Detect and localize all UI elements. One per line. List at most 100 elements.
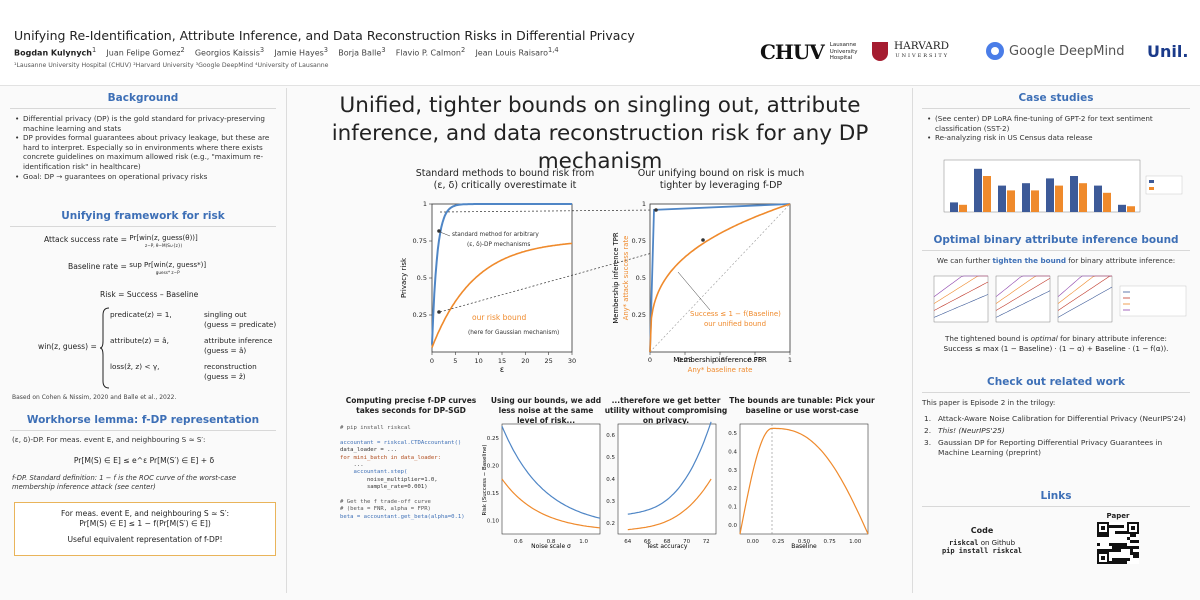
background-list: Differential privacy (DP) is the gold st…: [14, 114, 276, 181]
main-headline: Unified, tighter bounds on singling out,…: [331, 93, 869, 174]
gaussian-roc-curve: [649, 203, 791, 353]
binary-equation: Success ≤ max (1 − Baseline) · (1 − α) +…: [943, 344, 1169, 353]
code-line: # pip install riskcal: [340, 425, 411, 431]
plot3-xlabel: Noise scale σ: [531, 543, 571, 550]
bar: [1079, 183, 1087, 212]
point-marker: [437, 229, 441, 233]
divider: [922, 506, 1190, 507]
caption-utility: ...therefore we get better utility witho…: [604, 396, 728, 425]
list-item: Goal: DP → guarantees on operational pri…: [14, 172, 276, 182]
mini-plot-frame: [933, 275, 989, 323]
tick-label: 0.6: [514, 539, 523, 545]
tick-label: 0.75: [632, 237, 646, 245]
lemma-callout: For meas. event E, and neighbouring S ≃ …: [14, 502, 276, 556]
chuv-logo: CHUV Lausanne University Hospital: [760, 40, 858, 64]
series-line: [933, 281, 989, 311]
tick-label: 1: [423, 200, 427, 208]
qr-code-icon[interactable]: [1097, 522, 1139, 564]
affiliations: ¹Lausanne University Hospital (CHUV) ²Ha…: [14, 62, 329, 69]
author: Juan Felipe Gomez: [106, 48, 181, 58]
series-line: [739, 427, 869, 535]
tick-label: 0.75: [748, 356, 762, 364]
approx-dp-definition: (ε, δ)-DP. For meas. event E, and neighb…: [12, 435, 206, 444]
utility-plot: 64 66 68 70 72 0.2 0.3 0.4 0.5 0.6 Test accuracy: [606, 421, 717, 550]
series-line: [627, 421, 712, 515]
tick-label: 0.5: [636, 274, 646, 282]
code-snippet: # pip install riskcal accountant = riskc…: [340, 425, 465, 521]
list-item: Differential privacy (DP) is the gold st…: [14, 114, 276, 133]
plot3-ylabel: Risk (Success − Baseline): [482, 444, 488, 515]
series-line: [995, 278, 1051, 311]
citation: Based on Cohen & Nissim, 2020 and Balle …: [12, 394, 177, 401]
paper-link[interactable]: Paper: [1090, 512, 1146, 568]
poster-title: Unifying Re-Identification, Attribute In…: [14, 28, 635, 43]
bar: [974, 168, 982, 212]
tick-label: 0.4: [606, 477, 615, 483]
tick-label: 0.25: [678, 356, 692, 364]
plot1-annotation: standard method for arbitrary: [452, 232, 539, 238]
bar: [1046, 178, 1054, 212]
related-item[interactable]: 2. This! (NeurIPS'25): [924, 426, 1005, 435]
tick-label: 5: [453, 357, 457, 365]
code-link[interactable]: Code riskcal on Github pip install riskc…: [941, 526, 1023, 555]
case-row: loss(ẑ, z) < γ, reconstruction: [110, 362, 257, 371]
diagonal-line: [649, 203, 791, 353]
column-divider: [286, 88, 287, 593]
case-row: attribute(z) = â, attribute inference: [110, 336, 273, 345]
tick-label: 0.2: [606, 521, 615, 527]
binary-text: The tightened bound is optimal for binar…: [945, 334, 1167, 343]
tick-label: 0.5: [417, 274, 427, 282]
win-cases: predicate(z) = 1, singling out (guess = p…: [110, 310, 280, 382]
code-line: sample_rate=0.001): [340, 484, 428, 491]
related-item[interactable]: 1. Attack-Aware Noise Calibration for Dif…: [924, 414, 1186, 423]
author: Georgios Kaissis: [194, 48, 260, 58]
code-line: [340, 492, 465, 499]
tick-label: 0.1: [728, 505, 737, 511]
tick-label: 1: [642, 200, 646, 208]
divider: [922, 108, 1190, 109]
related-list: 1. Attack-Aware Noise Calibration for Dif…: [924, 414, 1186, 460]
connector-lines: [439, 209, 670, 313]
tick-label: 0.3: [606, 499, 615, 505]
related-intro: This paper is Episode 2 in the trilogy:: [922, 398, 1056, 407]
dp-roc-curve: [649, 203, 791, 353]
list-item: DP provides formal guarantees about priv…: [14, 133, 276, 171]
code-line: for mini_batch in data_loader:: [340, 454, 442, 461]
tick-label: 30: [568, 357, 576, 365]
tick-label: 25: [545, 357, 553, 365]
plot4-xlabel: Test accuracy: [646, 543, 688, 550]
standard-bound-curve: [431, 203, 572, 345]
code-line: accountant.step(: [340, 469, 408, 476]
caption-code: Computing precise f-DP curves takes seco…: [345, 396, 477, 415]
tick-label: 68: [664, 539, 671, 545]
related-item[interactable]: 3. Gaussian DP for Reporting Differential…: [924, 438, 1163, 457]
bar: [998, 185, 1006, 212]
bar: [959, 204, 967, 212]
caption-noise: Using our bounds, we add less noise at t…: [490, 396, 602, 425]
case-studies-heading: Case studies: [1018, 92, 1094, 104]
point-marker: [654, 208, 658, 212]
tick-label: 1: [788, 356, 792, 364]
tick-label: 66: [644, 539, 651, 545]
mini-plot-frame: [1057, 275, 1113, 323]
unified-bound-eq: Success ≤ 1 − f(Baseline): [690, 310, 781, 318]
bar: [983, 176, 991, 212]
bar: [1070, 176, 1078, 212]
legend-box: [1145, 175, 1183, 195]
tick-label: 10: [475, 357, 483, 365]
series-line: [995, 290, 1051, 318]
author: Bogdan Kulynych: [14, 48, 92, 58]
attack-success-rate: Attack success rate = Pr[win(z, guess(θ)…: [44, 234, 198, 249]
our-bound-label: our risk bound: [472, 313, 526, 322]
series-line: [1057, 286, 1113, 318]
series-line: [995, 275, 1050, 297]
bar: [1007, 190, 1015, 212]
svg-text:(ε, δ)-DP mechanisms: (ε, δ)-DP mechanisms: [467, 242, 530, 248]
divider: [10, 226, 276, 227]
tick-label: 0.4: [728, 450, 737, 456]
code-line: # Get the f trade-off curve: [340, 499, 431, 506]
series-line: [933, 294, 989, 318]
code-line: beta = accountant.get_beta(alpha=0.1): [340, 513, 465, 520]
case-list: (See center) DP LoRA fine-tuning of GPT-…: [926, 114, 1188, 143]
code-line: noise_multiplier=1.0,: [340, 476, 438, 483]
